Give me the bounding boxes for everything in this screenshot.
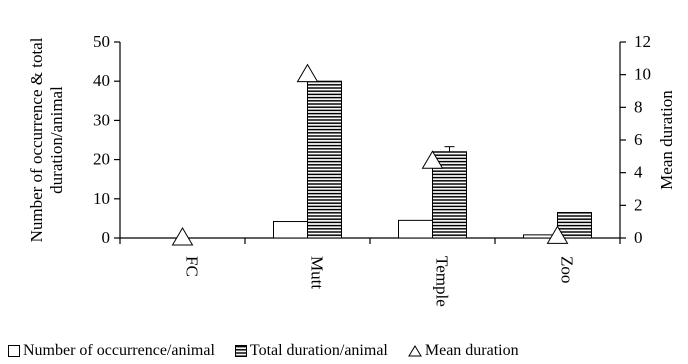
y-axis-title-left-line2: duration/animal xyxy=(47,86,66,194)
mean-duration-marker xyxy=(171,227,194,246)
y-tick-label-right: 2 xyxy=(634,195,643,214)
y-tick-label-left: 0 xyxy=(102,228,111,247)
y-tick-label-right: 0 xyxy=(634,228,643,247)
legend-label-mean-duration: Mean duration xyxy=(424,342,519,359)
legend-item-occurrence: Number of occurrence/animal xyxy=(8,342,215,360)
y-tick-label-right: 8 xyxy=(634,97,643,116)
legend-swatch-hollow xyxy=(8,345,20,357)
bar-occurrence xyxy=(398,219,433,239)
x-tick-label: Zoo xyxy=(558,256,577,283)
legend-swatch-hatched xyxy=(234,345,247,357)
y-tick-label-left: 50 xyxy=(93,32,110,51)
bar-total-duration xyxy=(307,80,342,239)
mean-duration-marker xyxy=(296,63,319,83)
chart-svg: 0 10 20 30 40 50 0 2 4 6 8 10 12 FC Mutt Temple Zoo Numbe… xyxy=(27,32,676,307)
legend-item-mean-duration: Mean duration xyxy=(407,342,519,360)
y-tick-label-left: 30 xyxy=(93,110,110,129)
axes xyxy=(114,41,626,244)
legend: Number of occurrence/animal Total durati… xyxy=(8,342,519,360)
axis-labels: 0 10 20 30 40 50 0 2 4 6 8 10 12 FC Mutt Temple Zoo Numbe… xyxy=(27,32,676,307)
bars xyxy=(273,80,592,239)
legend-item-total-duration: Total duration/animal xyxy=(234,342,388,360)
mean-duration-marker xyxy=(421,150,444,169)
y-tick-label-right: 4 xyxy=(634,163,643,182)
legend-label-total-duration: Total duration/animal xyxy=(249,342,388,359)
x-tick-label: Temple xyxy=(433,256,452,307)
y-tick-label-right: 12 xyxy=(634,32,651,51)
y-tick-label-right: 10 xyxy=(634,65,651,84)
mean-duration-markers xyxy=(171,63,569,246)
legend-label-occurrence: Number of occurrence/animal xyxy=(23,342,215,359)
y-tick-label-right: 6 xyxy=(634,130,643,149)
y-axis-title-left-line1: Number of occurrence & total xyxy=(27,37,46,242)
y-tick-label-left: 20 xyxy=(93,150,110,169)
y-tick-label-left: 40 xyxy=(93,71,110,90)
y-tick-label-left: 10 xyxy=(93,189,110,208)
mean-duration-marker xyxy=(546,225,569,244)
y-axis-title-right: Mean duration xyxy=(657,90,676,190)
bar-occurrence xyxy=(273,221,308,239)
bar-total-duration xyxy=(557,212,592,239)
x-tick-label: Mutt xyxy=(308,256,327,289)
legend-swatch-triangle xyxy=(407,345,422,357)
x-tick-label: FC xyxy=(183,256,202,277)
